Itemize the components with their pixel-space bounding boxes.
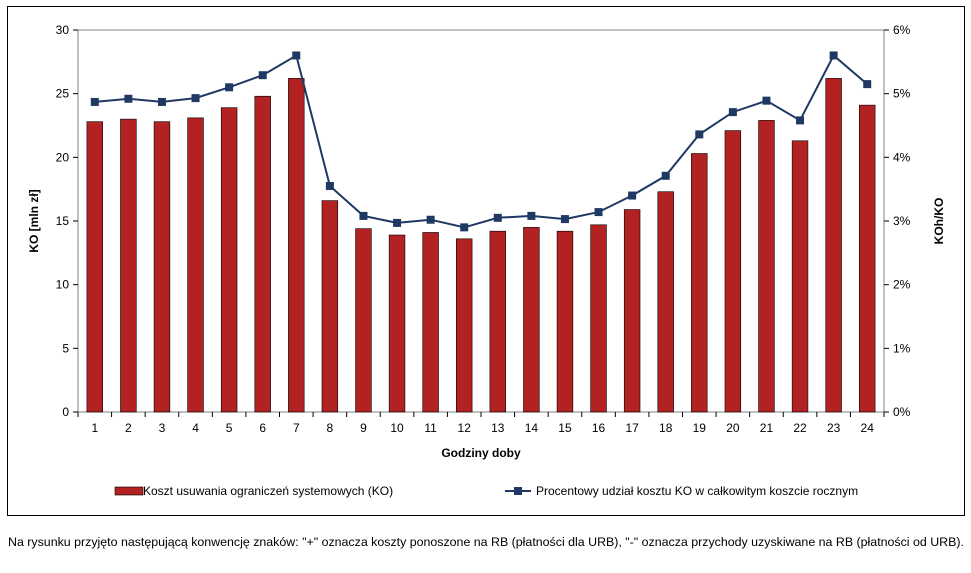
legend-bar-label: Koszt usuwania ograniczeń systemowych (K… <box>143 484 393 498</box>
bar <box>859 104 876 413</box>
bar <box>556 230 574 413</box>
y-tick-label: 5 <box>62 341 69 355</box>
line-point <box>460 223 469 232</box>
bar <box>791 140 809 413</box>
line-point <box>359 211 368 220</box>
y-right-tick-label: 1% <box>893 341 911 355</box>
bar <box>153 121 171 413</box>
x-tick-label: 15 <box>558 421 572 435</box>
y-axis-right-title: KOh/KO <box>932 198 946 245</box>
bar <box>321 200 339 413</box>
x-tick-label: 10 <box>390 421 404 435</box>
bar <box>120 118 137 413</box>
y-tick-label: 20 <box>56 150 70 164</box>
x-axis-title: Godziny doby <box>441 446 521 460</box>
x-tick-label: 18 <box>659 421 673 435</box>
line-point <box>325 181 334 190</box>
x-tick-label: 8 <box>327 421 334 435</box>
y-axis-title: KO [mln zł] <box>27 189 41 252</box>
x-tick-label: 4 <box>192 421 199 435</box>
bar <box>388 234 406 413</box>
line-point <box>90 97 99 106</box>
line-point <box>829 51 838 60</box>
bar <box>355 228 372 413</box>
bar <box>288 78 305 413</box>
line-point <box>258 71 267 80</box>
legend-bar-swatch <box>114 486 144 496</box>
bar <box>691 153 708 413</box>
x-tick-label: 13 <box>491 421 505 435</box>
y-right-tick-label: 4% <box>893 150 911 164</box>
x-tick-label: 16 <box>592 421 606 435</box>
x-tick-label: 5 <box>226 421 233 435</box>
x-tick-label: 9 <box>360 421 367 435</box>
bar <box>758 120 775 413</box>
line-point <box>762 96 771 105</box>
bar <box>657 191 674 413</box>
bar <box>523 227 540 413</box>
chart-frame: 0 5 10 15 20 25 30 0% 1% 2% 3% 4% 5% 6% 1 2 3 4 5 6 7 8 9 10 11 1… <box>7 6 965 516</box>
line-point <box>796 116 805 125</box>
y-right-tick-label: 0% <box>893 405 911 419</box>
line-point <box>393 218 402 227</box>
x-tick-label: 22 <box>793 421 807 435</box>
bar <box>187 117 204 413</box>
line-point <box>426 215 435 224</box>
x-tick-label: 24 <box>861 421 875 435</box>
bar <box>254 95 271 413</box>
line-point <box>728 108 737 117</box>
y-right-tick-label: 6% <box>893 23 911 37</box>
bar <box>220 107 238 413</box>
x-tick-label: 20 <box>726 421 740 435</box>
footnote: Na rysunku przyjęto następującą konwencj… <box>8 535 964 549</box>
line-point <box>124 94 133 103</box>
bar <box>724 130 742 413</box>
x-tick-label: 1 <box>91 421 98 435</box>
bar <box>86 121 103 413</box>
bar <box>825 78 842 413</box>
legend-line-marker <box>514 487 522 495</box>
x-tick-label: 14 <box>525 421 539 435</box>
line-point <box>695 130 704 139</box>
x-tick-label: 6 <box>259 421 266 435</box>
x-tick-label: 12 <box>458 421 472 435</box>
line-point <box>157 97 166 106</box>
x-tick-label: 21 <box>760 421 774 435</box>
bar <box>489 230 506 413</box>
line-point <box>594 208 603 217</box>
x-tick-label: 19 <box>693 421 707 435</box>
line-point <box>527 211 536 220</box>
x-tick-label: 11 <box>424 421 437 435</box>
y-right-tick-label: 5% <box>893 87 911 101</box>
y-tick-label: 10 <box>56 278 70 292</box>
line-point <box>560 215 569 224</box>
line-point <box>628 191 637 200</box>
legend-line-label: Procentowy udział kosztu KO w całkowitym… <box>536 484 858 498</box>
line-point <box>661 171 670 180</box>
bar <box>590 224 607 413</box>
x-tick-label: 2 <box>125 421 132 435</box>
series-line <box>94 53 868 229</box>
line-point <box>191 94 200 103</box>
bar <box>623 209 641 413</box>
x-tick-label: 7 <box>293 421 300 435</box>
x-tick-label: 3 <box>159 421 166 435</box>
line-point <box>292 51 301 60</box>
y-tick-label: 25 <box>56 87 70 101</box>
bar <box>456 238 473 413</box>
x-tick-label: 23 <box>827 421 841 435</box>
y-tick-label: 30 <box>56 23 70 37</box>
x-tick-label: 17 <box>625 421 639 435</box>
line-point <box>493 213 502 222</box>
bar <box>422 232 439 413</box>
y-tick-label: 15 <box>56 214 70 228</box>
y-right-tick-label: 3% <box>893 214 911 228</box>
y-tick-label: 0 <box>62 405 69 419</box>
line-point <box>863 80 872 89</box>
y-right-tick-label: 2% <box>893 278 911 292</box>
line-point <box>225 83 234 92</box>
legend: Koszt usuwania ograniczeń systemowych (K… <box>114 484 858 498</box>
